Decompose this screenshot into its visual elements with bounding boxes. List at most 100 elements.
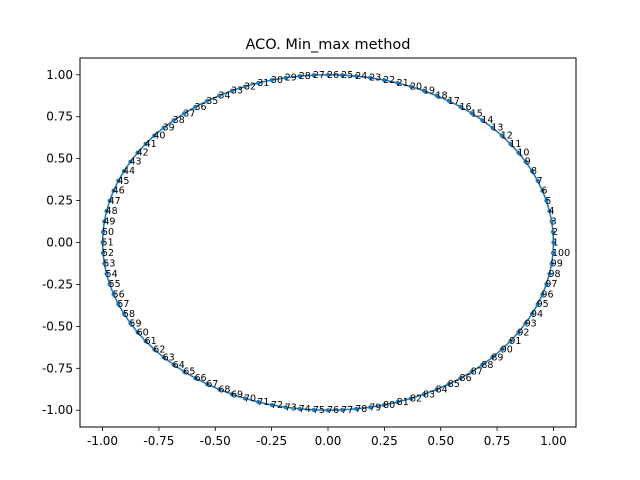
city-point <box>540 292 545 297</box>
city-point <box>325 72 331 77</box>
y-tick-label: 0.00 <box>46 236 73 250</box>
city-point <box>421 392 427 397</box>
city-label: 29 <box>285 73 297 84</box>
city-label: 87 <box>471 367 483 378</box>
y-tick-label: -0.25 <box>42 277 73 291</box>
city-label: 41 <box>145 139 157 150</box>
city-point <box>544 198 549 203</box>
city-label: 94 <box>531 309 543 320</box>
city-point <box>381 77 387 83</box>
city-label: 8 <box>531 166 537 177</box>
city-label: 38 <box>173 115 185 126</box>
city-point <box>107 198 112 203</box>
x-tick-label: -0.50 <box>200 434 231 448</box>
city-point <box>217 387 222 392</box>
city-point <box>434 93 439 98</box>
city-point <box>152 347 157 352</box>
city-label: 33 <box>231 86 243 97</box>
city-label: 89 <box>491 352 503 363</box>
city-label: 13 <box>491 123 503 134</box>
x-tick-label: 1.00 <box>540 434 567 448</box>
city-label: 59 <box>129 318 141 329</box>
city-point <box>143 338 148 344</box>
city-point <box>152 133 157 138</box>
city-point <box>490 355 495 360</box>
city-point <box>242 396 248 401</box>
city-point <box>128 321 133 326</box>
city-point <box>540 188 545 193</box>
city-label: 5 <box>545 196 551 207</box>
city-label: 86 <box>460 373 472 384</box>
city-label: 7 <box>537 176 543 187</box>
city-label: 88 <box>481 360 493 371</box>
city-label: 47 <box>109 196 121 207</box>
city-point <box>100 229 106 235</box>
city-label: 58 <box>123 309 135 320</box>
city-point <box>354 406 359 411</box>
city-point <box>135 150 140 155</box>
city-label: 74 <box>299 404 311 415</box>
city-point <box>547 208 552 214</box>
city-point <box>229 88 235 93</box>
city-point <box>469 111 474 116</box>
city-label: 43 <box>129 157 141 168</box>
city-label: 82 <box>410 393 422 404</box>
city-label: 56 <box>113 289 125 300</box>
city-label: 14 <box>481 115 493 126</box>
x-tick-label: -1.00 <box>87 434 118 448</box>
city-label: 52 <box>102 248 114 259</box>
city-label: 57 <box>117 299 129 310</box>
x-tick-label: 0.50 <box>427 434 454 448</box>
city-point <box>523 159 528 164</box>
city-label: 37 <box>183 108 195 119</box>
city-point <box>368 405 373 410</box>
city-label: 97 <box>545 279 557 290</box>
city-label: 64 <box>173 360 185 371</box>
city-label: 44 <box>123 166 135 177</box>
axes-frame <box>79 57 577 428</box>
city-point <box>193 104 198 109</box>
city-label: 70 <box>244 393 256 404</box>
city-label: 69 <box>231 389 243 400</box>
city-point <box>550 229 556 235</box>
city-label: 2 <box>552 227 558 238</box>
city-label: 1 <box>552 238 558 249</box>
city-point <box>508 338 513 344</box>
city-label: 35 <box>206 96 218 107</box>
city-label: 27 <box>313 70 325 81</box>
city-label: 91 <box>509 336 521 347</box>
city-point <box>446 382 451 387</box>
city-point <box>121 311 127 317</box>
x-tick-label: 0.00 <box>315 434 342 448</box>
city-label: 6 <box>541 186 547 197</box>
city-point <box>242 84 248 89</box>
city-point <box>104 208 109 214</box>
city-point <box>499 133 504 138</box>
city-point <box>205 98 210 103</box>
city-label: 34 <box>218 91 230 102</box>
city-label: 42 <box>137 148 149 159</box>
city-label: 60 <box>137 327 149 338</box>
city-label: 72 <box>271 400 283 411</box>
city-point <box>340 73 345 78</box>
city-point <box>217 93 222 98</box>
city-point <box>408 84 414 89</box>
city-point <box>182 111 187 116</box>
city-point <box>107 282 112 287</box>
city-point <box>395 80 400 86</box>
city-label: 51 <box>102 238 114 249</box>
city-point <box>508 141 513 147</box>
city-point <box>368 75 373 80</box>
city-point <box>523 321 528 326</box>
city-point <box>116 178 121 183</box>
city-label: 4 <box>548 206 554 217</box>
city-label: 26 <box>327 70 339 81</box>
city-label: 9 <box>525 157 531 168</box>
y-tick-label: 0.75 <box>46 110 73 124</box>
city-label: 71 <box>257 397 269 408</box>
city-point <box>135 330 140 335</box>
city-point <box>102 261 107 266</box>
city-label: 11 <box>509 139 521 150</box>
city-label: 30 <box>271 75 283 86</box>
